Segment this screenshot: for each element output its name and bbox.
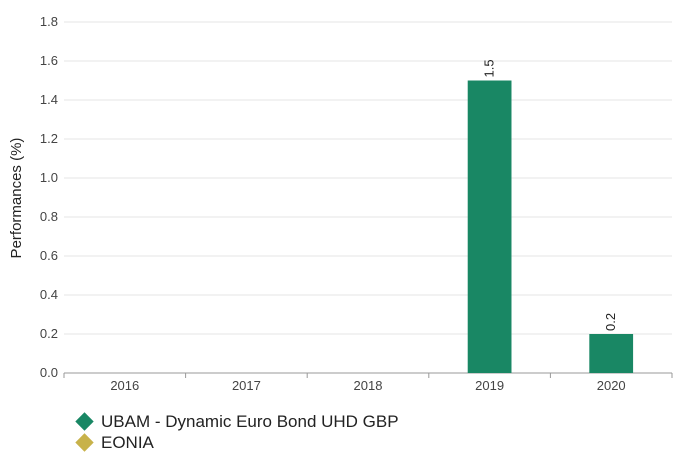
y-tick-label: 1.6	[40, 53, 58, 68]
diamond-icon	[75, 433, 94, 452]
x-tick-label: 2019	[475, 378, 504, 393]
legend-item-benchmark[interactable]: EONIA	[75, 432, 399, 453]
x-tick-label: 2018	[354, 378, 383, 393]
x-tick-label: 2017	[232, 378, 261, 393]
gridlines	[64, 21, 672, 374]
bar-2019[interactable]	[467, 80, 512, 374]
legend-item-fund[interactable]: UBAM - Dynamic Euro Bond UHD GBP	[75, 411, 399, 432]
data-labels: 1.5 0.2	[482, 59, 619, 331]
legend: UBAM - Dynamic Euro Bond UHD GBP EONIA	[75, 411, 399, 453]
x-tick-label: 2020	[597, 378, 626, 393]
y-tick-label: 1.4	[40, 92, 58, 107]
diamond-icon	[75, 412, 94, 431]
y-axis-title: Performances (%)	[8, 138, 25, 259]
y-tick-label: 1.0	[40, 170, 58, 185]
y-tick-label: 0.0	[40, 365, 58, 380]
y-tick-label: 0.2	[40, 326, 58, 341]
y-tick-label: 0.6	[40, 248, 58, 263]
legend-label: EONIA	[101, 432, 154, 452]
performance-bar-chart: 0.00.20.40.60.81.01.21.41.61.8 2016 2017 2…	[8, 14, 673, 393]
x-axis-ticks: 2016 2017 2018 2019 2020	[63, 373, 673, 393]
y-tick-label: 0.8	[40, 209, 58, 224]
y-tick-label: 0.4	[40, 287, 58, 302]
bars	[467, 80, 634, 374]
bar-2020[interactable]	[589, 334, 634, 373]
y-axis-ticks: 0.0 0.2 0.4 0.6 0.8 1.0 1.2 1.4 1.6 1.8	[40, 14, 58, 380]
x-tick-label: 2016	[110, 378, 139, 393]
y-tick-label: 1.8	[40, 14, 58, 29]
legend-label: UBAM - Dynamic Euro Bond UHD GBP	[101, 411, 399, 431]
data-label: 0.2	[603, 313, 618, 331]
data-label: 1.5	[482, 59, 497, 77]
y-tick-label: 1.2	[40, 131, 58, 146]
